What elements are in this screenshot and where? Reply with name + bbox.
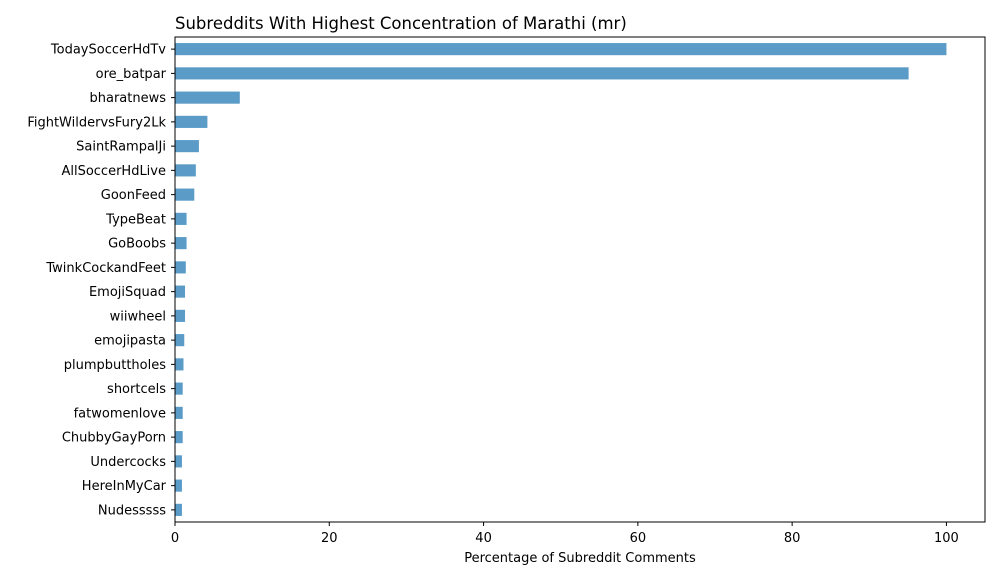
y-tick-label: emojipasta	[94, 334, 166, 349]
y-tick-label: plumpbuttholes	[64, 358, 167, 373]
bar	[175, 479, 182, 492]
bar	[175, 431, 183, 444]
bar	[175, 261, 186, 274]
bar	[175, 358, 184, 371]
y-tick-label: ChubbyGayPorn	[62, 431, 166, 446]
y-tick-label: bharatnews	[89, 91, 166, 106]
y-tick-label: EmojiSquad	[89, 285, 166, 300]
bar	[175, 164, 196, 177]
y-tick-label: AllSoccerHdLive	[61, 164, 166, 179]
chart-title: Subreddits With Highest Concentration of…	[175, 14, 627, 33]
x-axis-label: Percentage of Subreddit Comments	[464, 551, 696, 566]
bar	[175, 285, 186, 298]
x-tick-label: 20	[321, 531, 338, 546]
bar	[175, 406, 183, 419]
bar	[175, 188, 195, 201]
y-tick-label: wiiwheel	[110, 309, 166, 324]
bar	[175, 309, 186, 322]
y-tick-label: GoBoobs	[108, 237, 166, 252]
x-tick-label: 40	[475, 531, 492, 546]
x-tick-label: 60	[630, 531, 647, 546]
bar	[175, 115, 208, 128]
bar	[175, 382, 183, 395]
plot-area	[174, 36, 986, 523]
bar	[175, 503, 182, 516]
bar	[175, 212, 187, 225]
y-tick-label: GoonFeed	[101, 188, 166, 203]
bar	[175, 43, 947, 56]
bar	[175, 67, 909, 80]
y-tick-label: TodaySoccerHdTv	[50, 43, 166, 58]
x-axis: 0 20 40 60 80 100	[171, 522, 959, 546]
x-tick-label: 100	[934, 531, 959, 546]
y-tick-label: HereInMyCar	[82, 479, 167, 494]
bar	[175, 334, 185, 347]
y-tick-label: fatwomenlove	[74, 406, 166, 421]
y-tick-label: TwinkCockandFeet	[45, 261, 166, 276]
bar	[175, 237, 187, 250]
y-tick-label: TypeBeat	[105, 212, 166, 227]
bar	[175, 455, 182, 468]
y-tick-label: shortcels	[107, 382, 166, 397]
x-tick-label: 80	[784, 531, 801, 546]
bar	[175, 140, 199, 153]
y-tick-label: SaintRampalJi	[76, 140, 166, 155]
bar	[175, 91, 240, 104]
x-tick-label: 0	[171, 531, 179, 546]
y-axis: TodaySoccerHdTv ore_batpar bharatnews Fight…	[27, 43, 175, 518]
y-tick-label: FightWildervsFury2Lk	[27, 115, 166, 130]
y-tick-label: Undercocks	[90, 455, 166, 470]
y-tick-label: Nudesssss	[98, 503, 166, 518]
plot-frame	[174, 36, 986, 523]
y-tick-label: ore_batpar	[96, 67, 167, 82]
